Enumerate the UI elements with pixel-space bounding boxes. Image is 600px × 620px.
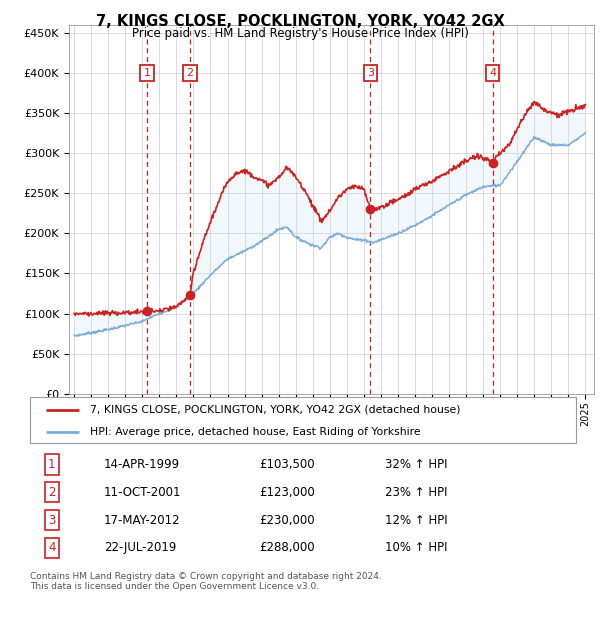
Text: 1: 1 [143,68,151,78]
Text: 10% ↑ HPI: 10% ↑ HPI [385,541,448,554]
Text: 14-APR-1999: 14-APR-1999 [104,458,180,471]
Text: 4: 4 [489,68,496,78]
Text: 2: 2 [186,68,193,78]
Text: 7, KINGS CLOSE, POCKLINGTON, YORK, YO42 2GX: 7, KINGS CLOSE, POCKLINGTON, YORK, YO42 … [95,14,505,29]
Text: 23% ↑ HPI: 23% ↑ HPI [385,486,448,499]
Text: £103,500: £103,500 [259,458,315,471]
Text: 11-OCT-2001: 11-OCT-2001 [104,486,181,499]
Text: 4: 4 [48,541,56,554]
Text: 7, KINGS CLOSE, POCKLINGTON, YORK, YO42 2GX (detached house): 7, KINGS CLOSE, POCKLINGTON, YORK, YO42 … [90,405,461,415]
Text: Contains HM Land Registry data © Crown copyright and database right 2024.
This d: Contains HM Land Registry data © Crown c… [30,572,382,591]
Text: 2: 2 [48,486,56,499]
Text: £123,000: £123,000 [259,486,315,499]
Text: 3: 3 [367,68,374,78]
Text: £288,000: £288,000 [259,541,315,554]
Text: 12% ↑ HPI: 12% ↑ HPI [385,513,448,526]
Text: 3: 3 [48,513,56,526]
FancyBboxPatch shape [30,397,576,443]
Text: 17-MAY-2012: 17-MAY-2012 [104,513,181,526]
Text: 32% ↑ HPI: 32% ↑ HPI [385,458,448,471]
Text: HPI: Average price, detached house, East Riding of Yorkshire: HPI: Average price, detached house, East… [90,427,421,436]
Text: 22-JUL-2019: 22-JUL-2019 [104,541,176,554]
Text: 1: 1 [48,458,56,471]
Text: Price paid vs. HM Land Registry's House Price Index (HPI): Price paid vs. HM Land Registry's House … [131,27,469,40]
Text: £230,000: £230,000 [259,513,315,526]
